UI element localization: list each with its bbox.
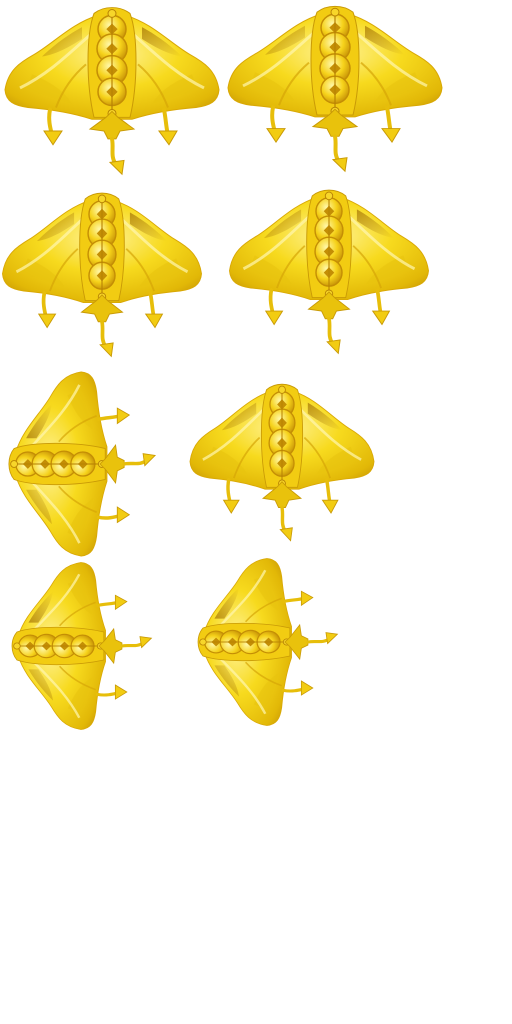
manta-frame-1 [3,5,221,177]
manta-frame-4 [227,188,431,356]
manta-frame-5 [7,370,157,558]
manta-frame-6 [188,382,376,543]
manta-frame-7 [10,560,154,732]
manta-frame-8 [196,556,340,728]
manta-frame-3 [0,191,204,359]
manta-frame-2 [226,4,444,174]
